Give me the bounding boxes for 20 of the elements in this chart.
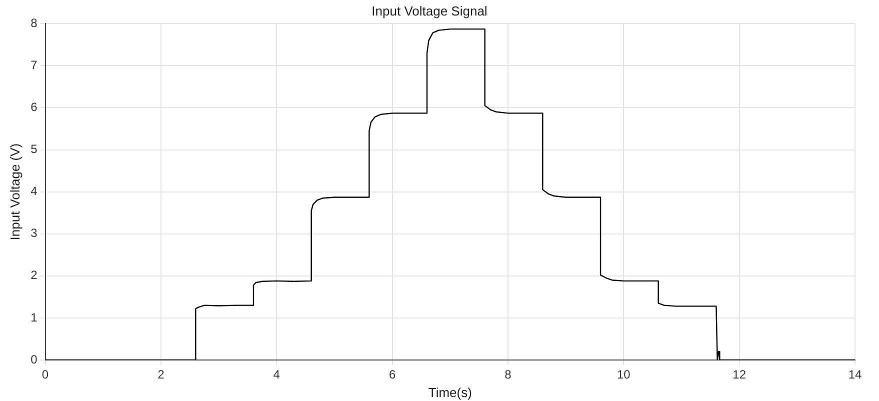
- y-tick-label: 3: [30, 226, 38, 240]
- y-axis-title: Input Voltage (V): [7, 143, 22, 240]
- y-tick-label: 0: [30, 352, 38, 366]
- x-tick-label: 8: [504, 368, 512, 382]
- x-tick-label: 0: [42, 368, 49, 382]
- y-tick-label: 4: [30, 184, 38, 198]
- x-tick-label: 12: [732, 368, 746, 382]
- y-tick-label: 6: [30, 100, 38, 114]
- y-tick-label: 5: [30, 142, 38, 156]
- x-tick-label: 4: [273, 368, 280, 382]
- y-tick-label: 7: [30, 58, 38, 72]
- x-tick-label: 2: [158, 368, 165, 382]
- x-tick-label: 6: [388, 368, 396, 382]
- y-tick-label: 1: [30, 310, 38, 324]
- y-tick-label: 8: [30, 16, 38, 30]
- x-axis-title: Time(s): [428, 384, 472, 400]
- x-tick-label: 10: [616, 368, 631, 382]
- y-tick-label: 2: [30, 268, 38, 282]
- chart-title: Input Voltage Signal: [372, 3, 488, 18]
- x-tick-label: 14: [848, 368, 862, 382]
